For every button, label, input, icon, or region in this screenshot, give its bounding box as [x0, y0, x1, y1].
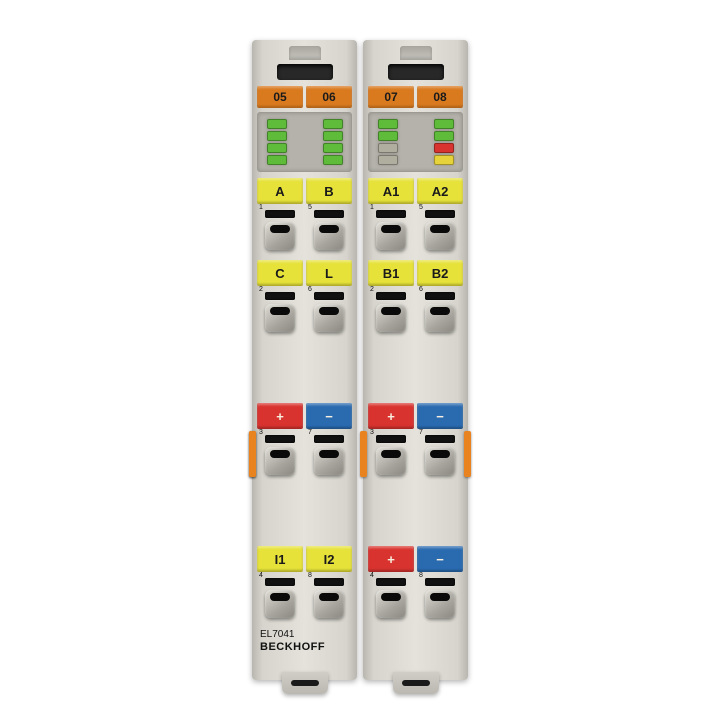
label-L: L — [306, 260, 352, 286]
terminal-row-4-right: 4 8 — [368, 574, 463, 620]
bus-label-row: 05 06 — [257, 86, 352, 108]
label-row-I1I2: I1 I2 — [257, 546, 352, 572]
status-led — [267, 119, 287, 129]
label-plus: + — [257, 403, 303, 429]
terminal-row-1-right: 1 5 — [368, 206, 463, 252]
status-led — [323, 119, 343, 129]
status-led — [323, 155, 343, 165]
terminal[interactable]: 3 — [257, 431, 303, 477]
terminal-row-2-left: 2 6 — [257, 288, 352, 334]
led-block-right — [368, 112, 463, 172]
terminal[interactable]: 1 — [368, 206, 414, 252]
terminal-row-2-right: 2 6 — [368, 288, 463, 334]
status-led — [378, 131, 398, 141]
terminal[interactable]: 4 — [257, 574, 303, 620]
label-B2: B2 — [417, 260, 463, 286]
label-plus: + — [368, 403, 414, 429]
terminal-row-4-left: 4 8 — [257, 574, 352, 620]
terminal[interactable]: 6 — [306, 288, 352, 334]
label-minus: − — [306, 403, 352, 429]
top-slot — [277, 64, 333, 80]
release-clip[interactable] — [464, 431, 471, 477]
label-B1: B1 — [368, 260, 414, 286]
product-label: EL7041 BECKHOFF — [260, 629, 325, 654]
label-plus: + — [368, 546, 414, 572]
status-led — [434, 143, 454, 153]
status-led — [378, 143, 398, 153]
status-led — [434, 155, 454, 165]
bus-cell-05: 05 — [257, 86, 303, 108]
terminal[interactable]: 2 — [368, 288, 414, 334]
label-row-plusminus-right-1: + − — [368, 403, 463, 429]
label-row-A1A2: A1 A2 — [368, 178, 463, 204]
label-C: C — [257, 260, 303, 286]
top-slot — [388, 64, 444, 80]
label-I1: I1 — [257, 546, 303, 572]
terminal[interactable]: 7 — [306, 431, 352, 477]
terminal[interactable]: 2 — [257, 288, 303, 334]
label-row-plusminus-right-2: + − — [368, 546, 463, 572]
terminal-row-3-left: 3 7 — [257, 431, 352, 477]
top-clip — [400, 46, 432, 60]
terminal[interactable]: 5 — [417, 206, 463, 252]
label-row-CL: C L — [257, 260, 352, 286]
label-A1: A1 — [368, 178, 414, 204]
status-led — [323, 131, 343, 141]
label-row-B1B2: B1 B2 — [368, 260, 463, 286]
io-terminal-module: 05 06 A B 1 5 C L 2 6 + − 3 7 — [252, 40, 468, 680]
terminal[interactable]: 1 — [257, 206, 303, 252]
bus-label-row: 07 08 — [368, 86, 463, 108]
brand-name: BECKHOFF — [260, 641, 325, 654]
label-minus: − — [417, 546, 463, 572]
terminal[interactable]: 7 — [417, 431, 463, 477]
terminal[interactable]: 4 — [368, 574, 414, 620]
label-A: A — [257, 178, 303, 204]
product-id: EL7041 — [260, 629, 325, 641]
label-row-plusminus-left: + − — [257, 403, 352, 429]
bottom-clip — [393, 672, 439, 694]
terminal-row-3-right: 3 7 — [368, 431, 463, 477]
led-block-left — [257, 112, 352, 172]
label-B: B — [306, 178, 352, 204]
bus-cell-07: 07 — [368, 86, 414, 108]
status-led — [323, 143, 343, 153]
top-clip — [289, 46, 321, 60]
terminal[interactable]: 5 — [306, 206, 352, 252]
bus-cell-06: 06 — [306, 86, 352, 108]
status-led — [434, 119, 454, 129]
label-A2: A2 — [417, 178, 463, 204]
terminal-row-1-left: 1 5 — [257, 206, 352, 252]
terminal[interactable]: 6 — [417, 288, 463, 334]
terminal[interactable]: 3 — [368, 431, 414, 477]
bottom-clip — [282, 672, 328, 694]
label-row-AB: A B — [257, 178, 352, 204]
status-led — [378, 155, 398, 165]
left-column: 05 06 A B 1 5 C L 2 6 + − 3 7 — [252, 40, 357, 680]
status-led — [267, 143, 287, 153]
release-clip[interactable] — [360, 431, 367, 477]
terminal[interactable]: 8 — [306, 574, 352, 620]
terminal[interactable]: 8 — [417, 574, 463, 620]
right-column: 07 08 A1 A2 1 5 B1 B2 2 6 + − 3 7 — [363, 40, 468, 680]
label-minus: − — [417, 403, 463, 429]
status-led — [378, 119, 398, 129]
label-I2: I2 — [306, 546, 352, 572]
status-led — [267, 131, 287, 141]
bus-cell-08: 08 — [417, 86, 463, 108]
status-led — [434, 131, 454, 141]
release-clip[interactable] — [249, 431, 256, 477]
status-led — [267, 155, 287, 165]
